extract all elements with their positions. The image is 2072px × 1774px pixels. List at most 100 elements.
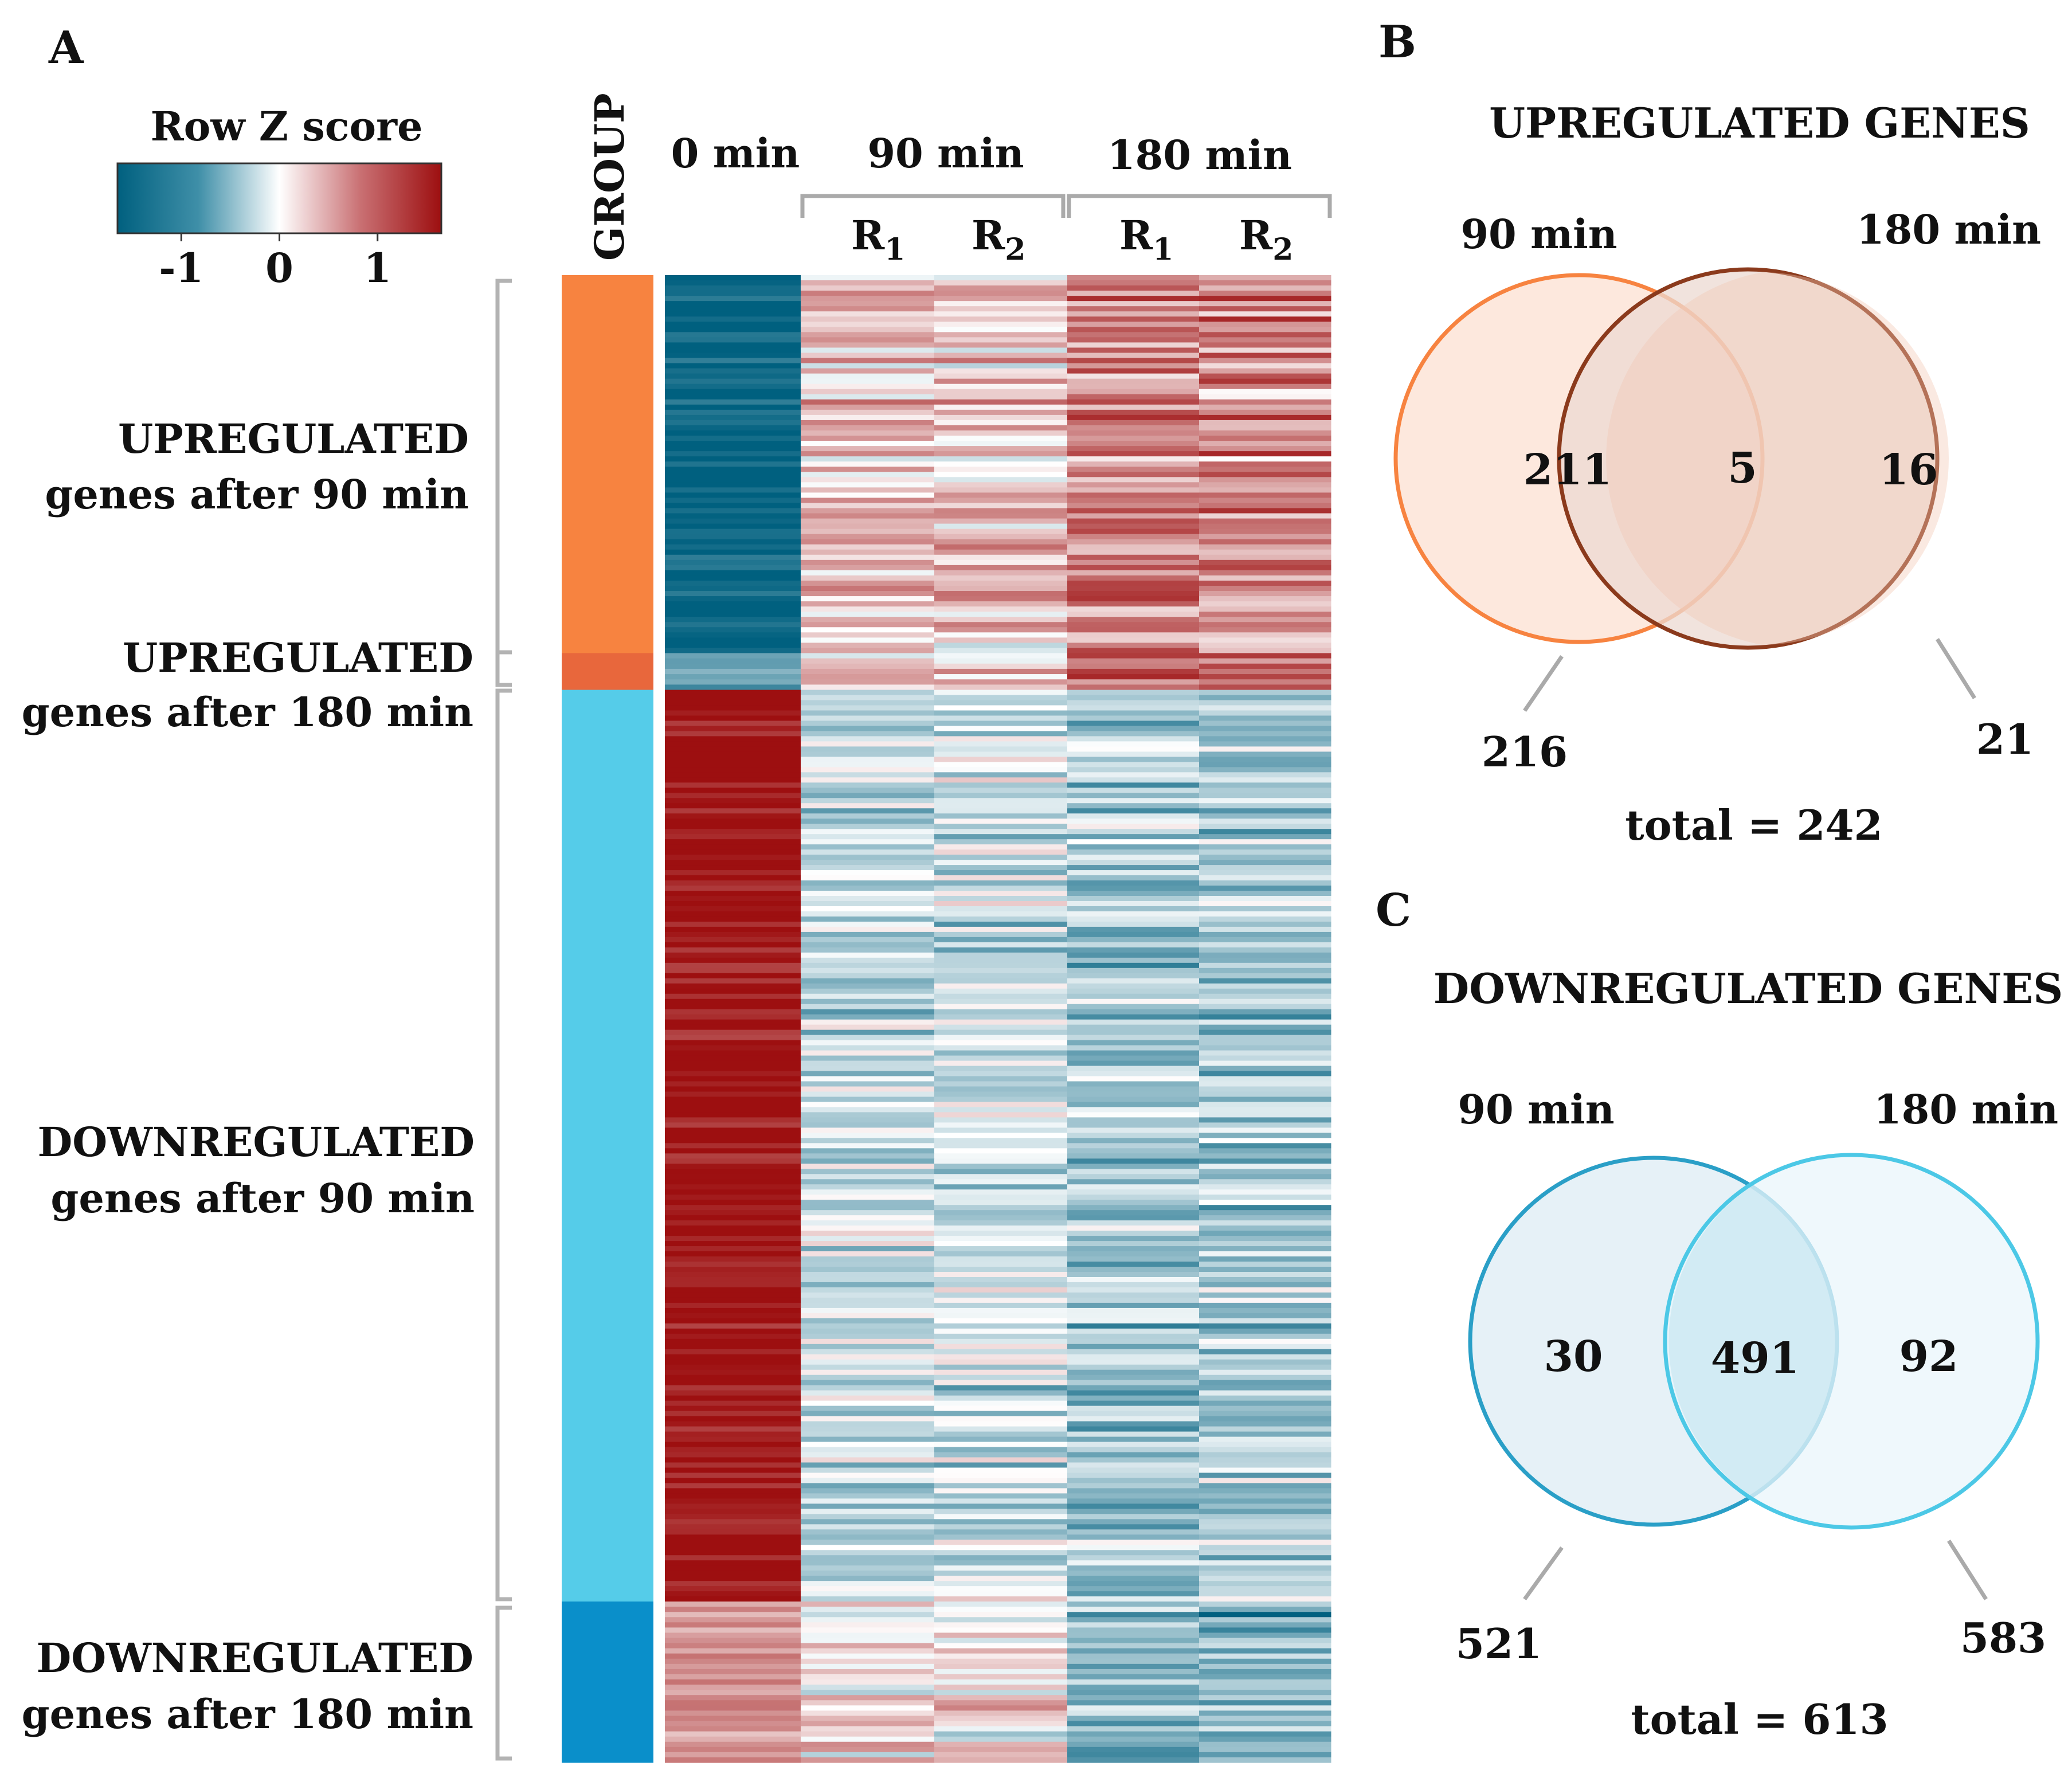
heatmap-cell	[801, 1143, 935, 1149]
heatmap-cell	[1199, 891, 1331, 896]
heatmap-cell	[665, 1333, 801, 1340]
heatmap-cell	[1199, 1421, 1331, 1427]
heatmap-cell	[1199, 767, 1331, 773]
heatmap-cell	[1067, 1158, 1200, 1164]
heatmap-cell	[1067, 1473, 1200, 1479]
heatmap-cell	[1199, 1752, 1331, 1758]
heatmap-cell	[1067, 1276, 1200, 1283]
heatmap-cell	[801, 1215, 935, 1221]
heatmap-cell	[1067, 1210, 1200, 1216]
heatmap-cell	[665, 1679, 801, 1685]
heatmap-cell	[934, 332, 1068, 338]
heatmap-cell	[665, 767, 801, 773]
heatmap-cell	[1199, 1276, 1331, 1283]
heatmap-cell	[934, 746, 1068, 752]
heatmap-cell	[665, 347, 801, 354]
heatmap-cell	[801, 1674, 935, 1680]
heatmap-cell	[934, 1550, 1068, 1556]
heatmap-cell	[1199, 1282, 1331, 1288]
heatmap-cell	[1067, 612, 1200, 617]
heatmap-cell	[934, 1545, 1068, 1550]
heatmap-cell	[934, 1096, 1068, 1103]
heatmap-cell	[1067, 1050, 1200, 1056]
heatmap-cell	[1199, 1462, 1331, 1468]
heatmap-cell	[1199, 316, 1331, 322]
heatmap-cell	[801, 358, 935, 364]
group-bar-segment	[562, 653, 653, 691]
heatmap-cell	[801, 368, 935, 374]
heatmap-cell	[1199, 601, 1331, 607]
heatmap-cell	[665, 942, 801, 948]
heatmap-cell	[934, 285, 1068, 291]
heatmap-cell	[665, 492, 801, 499]
heatmap-cell	[1199, 404, 1331, 410]
heatmap-cell	[1067, 1700, 1200, 1706]
heatmap-cell	[1067, 1550, 1200, 1556]
heatmap-cell	[1199, 1328, 1331, 1334]
heatmap-cell	[665, 1685, 801, 1690]
heatmap-cell	[801, 606, 935, 612]
heatmap-cell	[1199, 1354, 1331, 1360]
heatmap-cell	[801, 1442, 935, 1448]
heatmap-cell	[934, 751, 1068, 757]
heatmap-cell	[801, 1411, 935, 1417]
group-label-up90-line1: UPREGULATED	[118, 415, 469, 463]
heatmap-cell	[934, 1467, 1068, 1474]
heatmap-cell	[1199, 1019, 1331, 1025]
heatmap-cell	[801, 1658, 935, 1665]
heatmap-cell	[1199, 916, 1331, 922]
heatmap-cell	[934, 1091, 1068, 1098]
heatmap-cell	[1067, 886, 1200, 891]
heatmap-cell	[665, 1695, 801, 1701]
heatmap-cell	[665, 1302, 801, 1309]
heatmap-cell	[1067, 726, 1200, 732]
heatmap-cell	[801, 414, 935, 421]
heatmap-cell	[934, 1514, 1068, 1520]
heatmap-cell	[934, 875, 1068, 881]
venn-c-set-a-label: 90 min	[1458, 1086, 1614, 1133]
heatmap-cell	[665, 1112, 801, 1118]
heatmap-cell	[1199, 1498, 1331, 1504]
heatmap-cell	[801, 1323, 935, 1329]
heatmap-cell	[1199, 1066, 1331, 1072]
heatmap-cell	[1199, 1519, 1331, 1525]
heatmap-cell	[934, 580, 1068, 586]
venn-upregulated: UPREGULATED GENES 90 min 180 min 211 5 1…	[1393, 99, 2041, 849]
heatmap-cell	[934, 596, 1068, 602]
heatmap-cell	[934, 534, 1068, 540]
heatmap-cell	[801, 921, 935, 927]
heatmap-cell	[1067, 1540, 1200, 1545]
heatmap-cell	[1199, 1117, 1331, 1123]
heatmap-cell	[665, 1540, 801, 1545]
heatmap-cell	[1067, 383, 1200, 390]
heatmap-cell	[1199, 1627, 1331, 1634]
heatmap-cell	[801, 1014, 935, 1020]
heatmap-cell	[801, 1700, 935, 1706]
heatmap-cell	[1067, 767, 1200, 773]
heatmap-cell	[801, 870, 935, 876]
heatmap-cell	[934, 353, 1068, 359]
heatmap-cell	[665, 1158, 801, 1164]
heatmap-cell	[934, 782, 1068, 788]
heatmap-cell	[801, 1617, 935, 1623]
heatmap-cell	[1199, 741, 1331, 747]
heatmap-cell	[934, 1127, 1068, 1133]
heatmap-cell	[801, 528, 935, 535]
heatmap-cell	[934, 554, 1068, 561]
heatmap-cell	[1199, 684, 1331, 691]
heatmap-cell	[801, 695, 935, 701]
heatmap-cell	[801, 1679, 935, 1685]
heatmap-cell	[1067, 1534, 1200, 1540]
heatmap-cell	[665, 1741, 801, 1748]
heatmap-cell	[801, 332, 935, 338]
heatmap-cell	[801, 757, 935, 762]
heatmap-cell	[801, 518, 935, 524]
heatmap-cell	[1067, 316, 1200, 322]
heatmap-cell	[934, 700, 1068, 706]
heatmap-cell	[1067, 420, 1200, 426]
heatmap-cell	[801, 1736, 935, 1742]
heatmap-cell	[934, 679, 1068, 685]
heatmap-cell	[665, 829, 801, 835]
heatmap-cell	[934, 383, 1068, 390]
heatmap-cell	[934, 1112, 1068, 1118]
